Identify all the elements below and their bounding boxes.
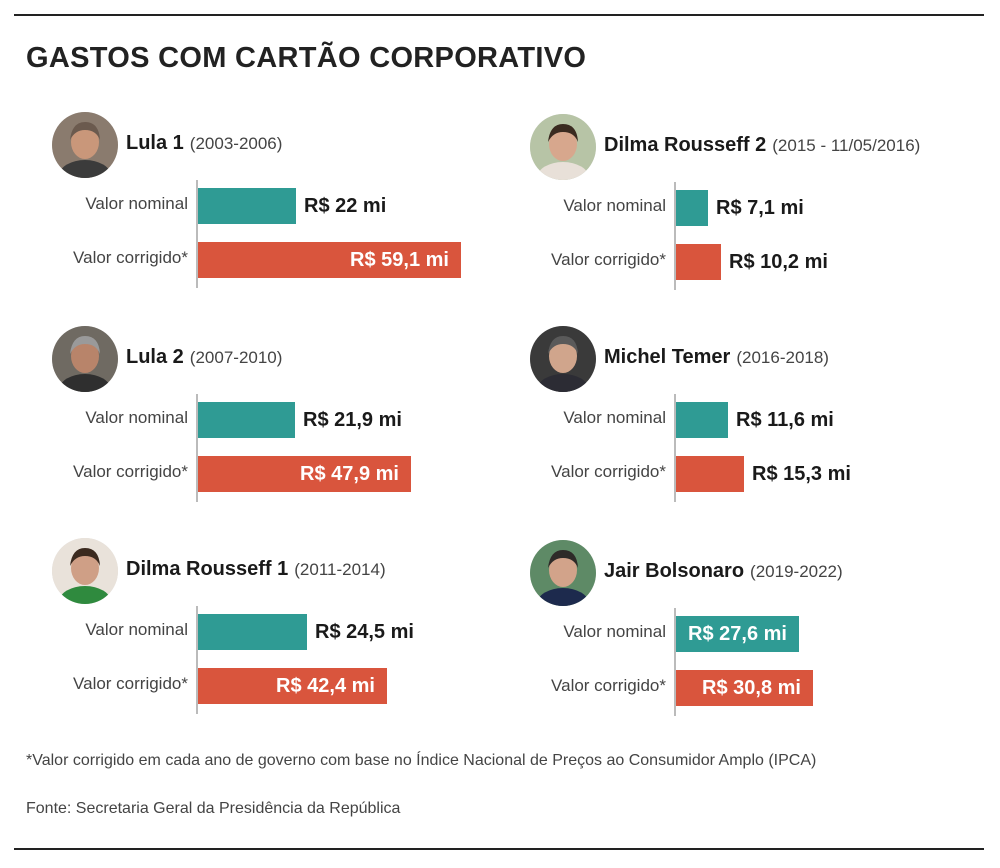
value-label-corrigido: R$ 30,8 mi	[702, 677, 801, 699]
value-label-corrigido: R$ 59,1 mi	[350, 249, 449, 271]
portrait-dilma-2-icon	[530, 114, 596, 180]
value-label-corrigido: R$ 10,2 mi	[729, 251, 828, 273]
panel-name-text: Lula 2	[126, 346, 184, 368]
panel-dilma-rousseff-2: Dilma Rousseff 2 (2015 - 11/05/2016) Valor…	[530, 114, 990, 314]
row-label-corrigido: Valor corrigido*	[73, 248, 188, 267]
value-label-corrigido: R$ 42,4 mi	[276, 675, 375, 697]
bar-corrigido	[198, 242, 461, 278]
bar-corrigido	[676, 670, 813, 706]
panel-name-text: Dilma Rousseff 2	[604, 134, 767, 156]
portrait-lula-1-icon	[52, 112, 118, 178]
panel-name-text: Lula 1	[126, 132, 184, 154]
portrait-lula-2-icon	[52, 326, 118, 392]
portrait-temer-icon	[530, 326, 596, 392]
row-label-nominal: Valor nominal	[85, 194, 188, 213]
chart-title: GASTOS COM CARTÃO CORPORATIVO	[26, 42, 587, 74]
row-label-corrigido: Valor corrigido*	[551, 462, 666, 481]
bar-axis	[196, 180, 198, 288]
bar-nominal	[676, 616, 799, 652]
value-label-nominal: R$ 21,9 mi	[303, 409, 402, 431]
panel-name: Michel Temer (2016-2018)	[604, 346, 829, 369]
panel-period: (2003-2006)	[189, 134, 283, 153]
value-label-nominal: R$ 22 mi	[304, 195, 387, 217]
panel-lula-2: Lula 2 (2007-2010) Valor nominal R$ 21,9 mi…	[52, 326, 512, 526]
row-label-nominal: Valor nominal	[85, 408, 188, 427]
panel-period: (2019-2022)	[750, 562, 843, 581]
bar-corrigido	[198, 456, 411, 492]
value-label-nominal: R$ 24,5 mi	[315, 621, 414, 643]
panel-period: (2016-2018)	[736, 348, 829, 367]
panel-name: Dilma Rousseff 2 (2015 - 11/05/2016)	[604, 134, 920, 157]
row-label-corrigido: Valor corrigido*	[551, 250, 666, 269]
row-label-corrigido: Valor corrigido*	[551, 676, 666, 695]
row-label-nominal: Valor nominal	[85, 620, 188, 639]
row-label-corrigido: Valor corrigido*	[73, 462, 188, 481]
footnote: *Valor corrigido em cada ano de governo …	[26, 752, 817, 769]
panel-period: (2011-2014)	[294, 560, 386, 579]
panel-name: Dilma Rousseff 1 (2011-2014)	[126, 558, 386, 581]
row-label-corrigido: Valor corrigido*	[73, 674, 188, 693]
panel-name: Jair Bolsonaro (2019-2022)	[604, 560, 843, 583]
panel-lula-1: Lula 1 (2003-2006) Valor nominal R$ 22 mi Va…	[52, 112, 512, 312]
panel-jair-bolsonaro: Jair Bolsonaro (2019-2022) Valor nominal R$…	[530, 540, 990, 740]
bar-nominal	[676, 190, 708, 226]
bar-nominal	[676, 402, 728, 438]
bottom-rule	[14, 848, 984, 850]
bar-nominal	[198, 188, 296, 224]
bar-axis	[674, 608, 676, 716]
panel-name: Lula 2 (2007-2010)	[126, 346, 282, 369]
bar-nominal	[198, 402, 295, 438]
panel-dilma-rousseff-1: Dilma Rousseff 1 (2011-2014) Valor nominal…	[52, 538, 512, 738]
row-label-nominal: Valor nominal	[563, 196, 666, 215]
panel-period: (2015 - 11/05/2016)	[772, 136, 921, 155]
panel-name-text: Jair Bolsonaro	[604, 560, 745, 582]
value-label-corrigido: R$ 47,9 mi	[300, 463, 399, 485]
source-note: Fonte: Secretaria Geral da Presidência d…	[26, 800, 401, 817]
value-label-nominal: R$ 7,1 mi	[716, 197, 804, 219]
value-label-corrigido: R$ 15,3 mi	[752, 463, 851, 485]
row-label-nominal: Valor nominal	[563, 622, 666, 641]
bar-corrigido	[198, 668, 387, 704]
bar-corrigido	[676, 244, 721, 280]
bar-corrigido	[676, 456, 744, 492]
row-label-nominal: Valor nominal	[563, 408, 666, 427]
panel-michel-temer: Michel Temer (2016-2018) Valor nominal R$ 1…	[530, 326, 990, 526]
top-rule	[14, 14, 984, 16]
value-label-nominal: R$ 11,6 mi	[736, 409, 834, 431]
portrait-dilma-1-icon	[52, 538, 118, 604]
bar-axis	[196, 606, 198, 714]
panel-period: (2007-2010)	[189, 348, 283, 367]
portrait-bolsonaro-icon	[530, 540, 596, 606]
bar-axis	[674, 394, 676, 502]
bar-nominal	[198, 614, 307, 650]
panel-name: Lula 1 (2003-2006)	[126, 132, 282, 155]
bar-axis	[196, 394, 198, 502]
panel-name-text: Michel Temer	[604, 346, 731, 368]
panel-name-text: Dilma Rousseff 1	[126, 558, 289, 580]
value-label-nominal: R$ 27,6 mi	[688, 623, 787, 645]
bar-axis	[674, 182, 676, 290]
